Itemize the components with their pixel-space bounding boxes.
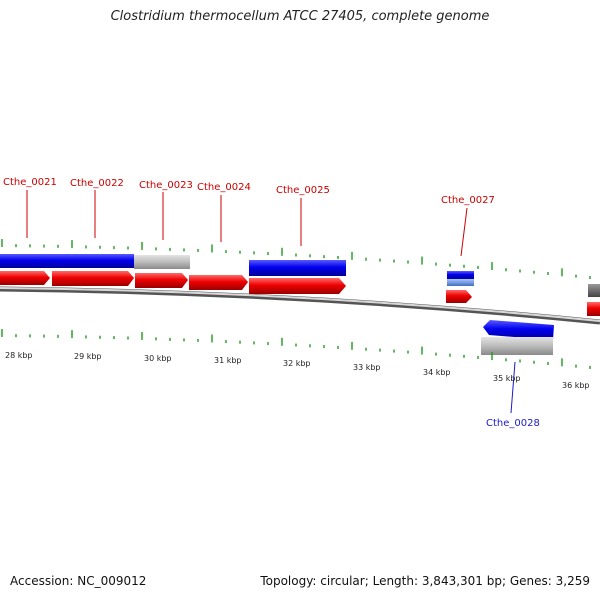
gene-cthe-0023-bar[interactable] — [134, 255, 190, 269]
accession-info: Accession: NC_009012 — [10, 574, 146, 588]
cds-arrow-2 — [52, 271, 134, 286]
gene-cthe-0028-bar[interactable] — [481, 337, 553, 355]
scale-label-30kbp: 30 kbp — [144, 354, 172, 363]
cds-arrow-7 — [587, 302, 600, 316]
upper-tick-row — [1, 239, 591, 280]
gene-label-cthe-0022[interactable]: Cthe_0022 — [70, 178, 124, 189]
cds-arrow-3 — [135, 273, 188, 288]
scale-label-33kbp: 33 kbp — [353, 363, 381, 372]
scale-label-34kbp: 34 kbp — [423, 368, 451, 377]
scale-label-28kbp: 28 kbp — [5, 351, 33, 360]
gene-label-cthe-0021[interactable]: Cthe_0021 — [3, 177, 57, 188]
reverse-genes[interactable] — [481, 320, 554, 355]
accession-label: Accession: — [10, 574, 74, 588]
gene-label-cthe-0028[interactable]: Cthe_0028 — [486, 418, 540, 429]
gene-cthe-0027-bar[interactable] — [447, 271, 474, 279]
scale-label-32kbp: 32 kbp — [283, 359, 311, 368]
cds-arrow-6 — [446, 290, 472, 303]
map-title: Clostridium thermocellum ATCC 27405, com… — [110, 9, 490, 24]
gene-labels: Cthe_0021 Cthe_0022 Cthe_0023 Cthe_0024 … — [3, 177, 540, 429]
topology-value: circular — [320, 574, 365, 588]
gene-edge-bar[interactable] — [588, 284, 600, 297]
gene-cthe-0021-bar[interactable] — [0, 254, 134, 268]
cds-arrow-5 — [249, 278, 346, 294]
topology-label: Topology: — [260, 574, 317, 588]
length-label: Length: — [372, 574, 419, 588]
gene-label-cthe-0024[interactable]: Cthe_0024 — [197, 182, 251, 193]
gene-label-cthe-0023[interactable]: Cthe_0023 — [139, 180, 193, 191]
cds-arrow-1 — [0, 271, 50, 285]
gene-cthe-0028-arrow — [483, 320, 554, 340]
length-value: 3,843,301 bp — [421, 574, 502, 588]
scale-label-31kbp: 31 kbp — [214, 356, 242, 365]
scale-label-36kbp: 36 kbp — [562, 381, 590, 390]
genome-backbone — [0, 286, 600, 325]
genome-stats: Topology: circular; Length: 3,843,301 bp… — [260, 574, 590, 588]
gene-cthe-0027-sub-bar[interactable] — [447, 279, 474, 286]
genes-label: Genes: — [509, 574, 552, 588]
lower-tick-row — [1, 329, 591, 370]
cds-arrow-4 — [189, 275, 248, 290]
scale-label-29kbp: 29 kbp — [74, 352, 102, 361]
accession-value: NC_009012 — [77, 574, 147, 588]
scale-labels: 28 kbp 29 kbp 30 kbp 31 kbp 32 kbp 33 kb… — [5, 351, 590, 390]
cds-arrows[interactable] — [0, 271, 600, 316]
gene-label-cthe-0027[interactable]: Cthe_0027 — [441, 195, 495, 206]
label-leaders — [26, 190, 516, 414]
gene-cthe-0025-bar[interactable] — [249, 260, 346, 276]
genes-value: 3,259 — [555, 574, 590, 588]
forward-genes[interactable] — [0, 254, 600, 297]
scale-label-35kbp: 35 kbp — [493, 374, 521, 383]
gene-label-cthe-0025[interactable]: Cthe_0025 — [276, 185, 330, 196]
